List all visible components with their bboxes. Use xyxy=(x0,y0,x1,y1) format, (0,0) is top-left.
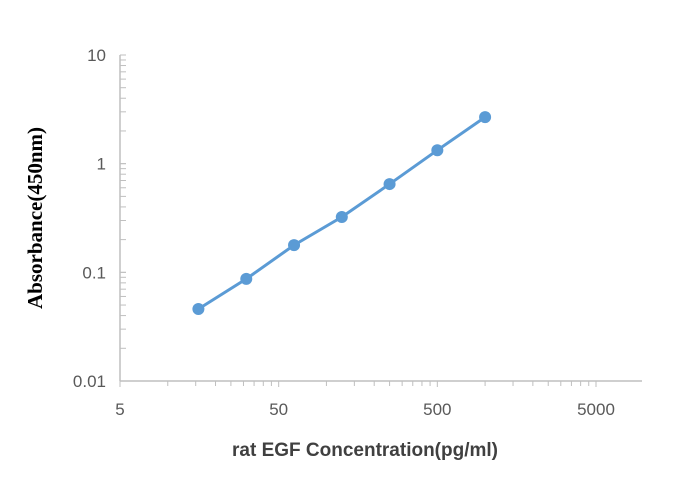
y-tick-label: 0.1 xyxy=(82,263,106,282)
data-point xyxy=(192,302,205,315)
axes xyxy=(119,54,642,387)
plot-area xyxy=(192,111,492,315)
tick-labels: 5 50 500 5000 0.01 0.1 1 10 xyxy=(73,46,615,419)
y-tick-label: 0.01 xyxy=(73,372,106,391)
x-axis-title: rat EGF Concentration(pg/ml) xyxy=(232,440,498,461)
data-point xyxy=(288,239,301,252)
data-point xyxy=(479,111,492,124)
x-tick-label: 50 xyxy=(269,400,288,419)
y-tick-label: 1 xyxy=(97,155,106,174)
x-tick-label: 5 xyxy=(115,400,124,419)
y-axis-title: Absorbance(450nm) xyxy=(23,127,47,309)
data-point xyxy=(240,272,253,285)
x-tick-label: 500 xyxy=(423,400,451,419)
data-point xyxy=(335,211,348,223)
data-point xyxy=(383,178,396,191)
y-tick-label: 10 xyxy=(87,46,106,65)
data-point xyxy=(431,144,444,157)
x-tick-label: 5000 xyxy=(577,400,615,419)
